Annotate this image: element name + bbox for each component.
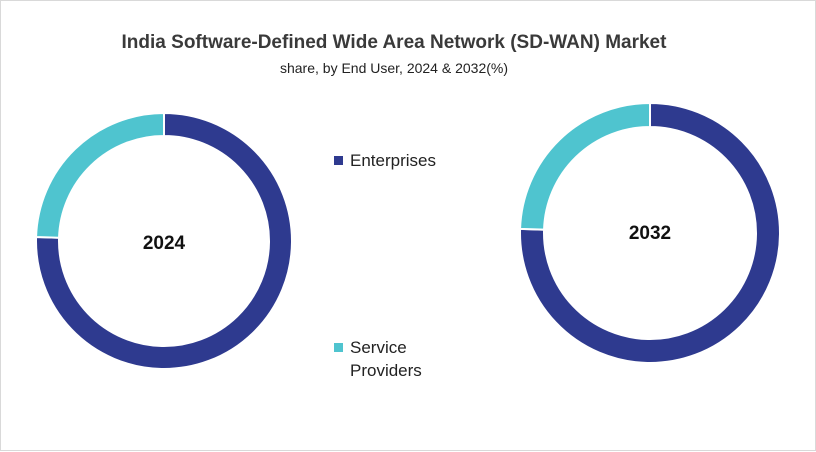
slice-2024-enterprises xyxy=(35,111,293,370)
legend-label-service-providers: Service Providers xyxy=(350,338,422,380)
donut-2024-center-label: 2024 xyxy=(143,233,186,254)
legend-swatch-enterprises xyxy=(334,156,343,165)
donut-2032 xyxy=(519,101,781,364)
donut-2032-center-label: 2032 xyxy=(629,223,671,244)
chart-subtitle: share, by End User, 2024 & 2032(%) xyxy=(279,60,509,76)
slice-2032-enterprises xyxy=(519,101,781,364)
donut-2024 xyxy=(35,111,293,370)
slice-2024-service-providers xyxy=(35,111,165,239)
chart-title: India Software-Defined Wide Area Network… xyxy=(121,32,667,53)
slice-2032-service-providers xyxy=(519,101,651,231)
legend-swatch-service-providers xyxy=(334,343,343,352)
legend: Enterprises Service Providers xyxy=(334,149,494,389)
legend-label-enterprises: Enterprises xyxy=(350,151,436,170)
